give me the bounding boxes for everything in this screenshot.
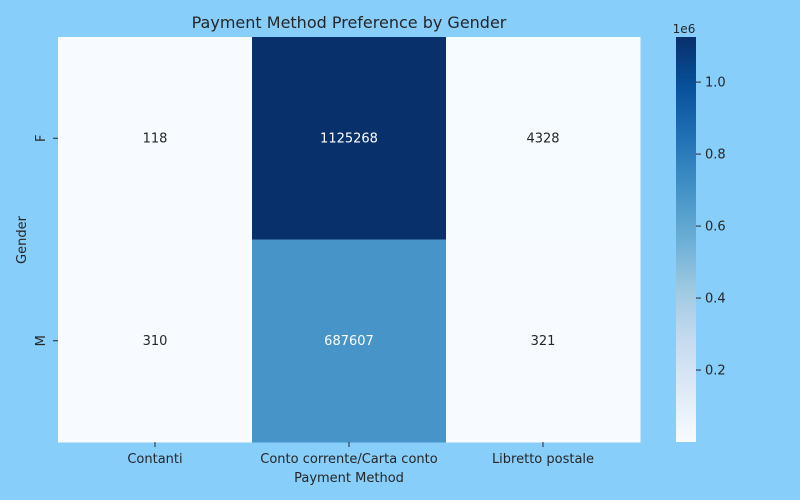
cell-value-label: 1125268 xyxy=(320,131,378,146)
heatmap-cell xyxy=(58,239,253,443)
x-axis-label: Payment Method xyxy=(294,471,404,486)
heatmap-cell xyxy=(252,239,447,443)
cell-value-label: 687607 xyxy=(324,334,374,349)
heatmap-cell-labels: 118 1125268 4328 310 687607 321 xyxy=(143,131,560,349)
colorbar-offset-label: 1e6 xyxy=(673,22,696,36)
colorbar: 1e6 0.2 0.4 0.6 0.8 1.0 xyxy=(673,22,726,442)
x-tick-label: Conto corrente/Carta conto xyxy=(260,452,437,467)
heatmap-cell xyxy=(58,37,253,240)
y-axis: FM xyxy=(34,135,58,346)
cell-value-label: 4328 xyxy=(526,131,559,146)
heatmap-cells xyxy=(58,37,641,443)
colorbar-tick-label: 1.0 xyxy=(705,76,726,91)
y-tick-label: F xyxy=(34,135,49,142)
x-axis: Contanti Conto corrente/Carta conto Libret… xyxy=(127,442,594,467)
colorbar-tick-label: 0.2 xyxy=(705,364,726,379)
colorbar-gradient xyxy=(676,37,696,442)
heatmap-cell xyxy=(446,239,641,443)
heatmap-cell xyxy=(252,37,447,240)
colorbar-tick-label: 0.8 xyxy=(705,148,726,163)
colorbar-tick-label: 0.6 xyxy=(705,220,726,235)
chart-title: Payment Method Preference by Gender xyxy=(192,13,507,32)
x-tick-label: Libretto postale xyxy=(492,452,594,467)
cell-value-label: 118 xyxy=(143,131,168,146)
colorbar-tick-label: 0.4 xyxy=(705,292,726,307)
y-axis-label: Gender xyxy=(15,215,30,264)
y-tick-label: M xyxy=(34,335,49,346)
cell-value-label: 321 xyxy=(531,334,556,349)
x-tick-label: Contanti xyxy=(127,452,182,467)
cell-value-label: 310 xyxy=(143,334,168,349)
colorbar-ticks: 0.2 0.4 0.6 0.8 1.0 xyxy=(696,76,726,379)
heatmap-cell xyxy=(446,37,641,240)
